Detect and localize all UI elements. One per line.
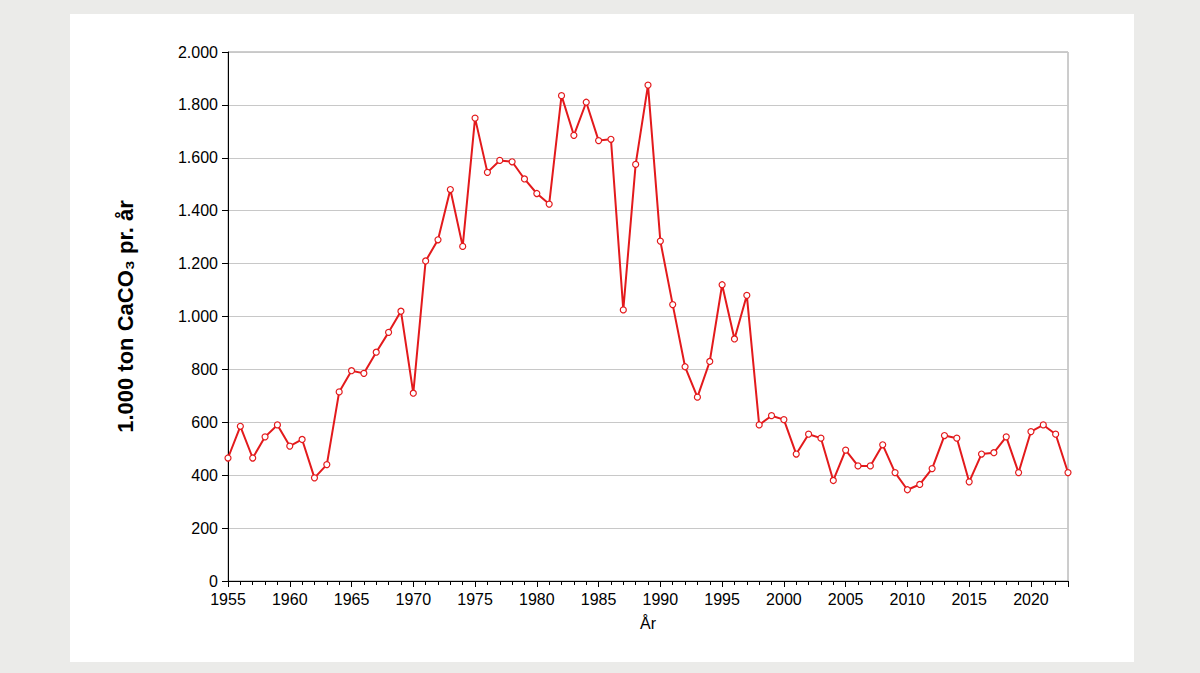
svg-text:400: 400: [191, 467, 218, 484]
svg-text:800: 800: [191, 361, 218, 378]
svg-text:1975: 1975: [457, 591, 493, 608]
svg-text:2010: 2010: [890, 591, 926, 608]
svg-text:1.800: 1.800: [178, 96, 218, 113]
svg-text:2005: 2005: [828, 591, 864, 608]
svg-text:1970: 1970: [395, 591, 431, 608]
svg-text:1955: 1955: [210, 591, 246, 608]
svg-text:1960: 1960: [272, 591, 308, 608]
svg-text:600: 600: [191, 414, 218, 431]
svg-text:1990: 1990: [643, 591, 679, 608]
svg-text:1965: 1965: [334, 591, 370, 608]
svg-text:2015: 2015: [951, 591, 987, 608]
svg-text:200: 200: [191, 520, 218, 537]
svg-text:1985: 1985: [581, 591, 617, 608]
svg-text:1980: 1980: [519, 591, 555, 608]
svg-text:2020: 2020: [1013, 591, 1049, 608]
svg-text:1.400: 1.400: [178, 202, 218, 219]
svg-text:1995: 1995: [704, 591, 740, 608]
svg-text:År: År: [640, 614, 657, 632]
svg-text:1.000: 1.000: [178, 308, 218, 325]
svg-text:1.000 ton CaCO₃ pr. år: 1.000 ton CaCO₃ pr. år: [113, 200, 138, 433]
svg-text:0: 0: [209, 573, 218, 590]
svg-text:1.200: 1.200: [178, 255, 218, 272]
svg-text:1.600: 1.600: [178, 149, 218, 166]
svg-text:2.000: 2.000: [178, 44, 218, 61]
svg-text:2000: 2000: [766, 591, 802, 608]
